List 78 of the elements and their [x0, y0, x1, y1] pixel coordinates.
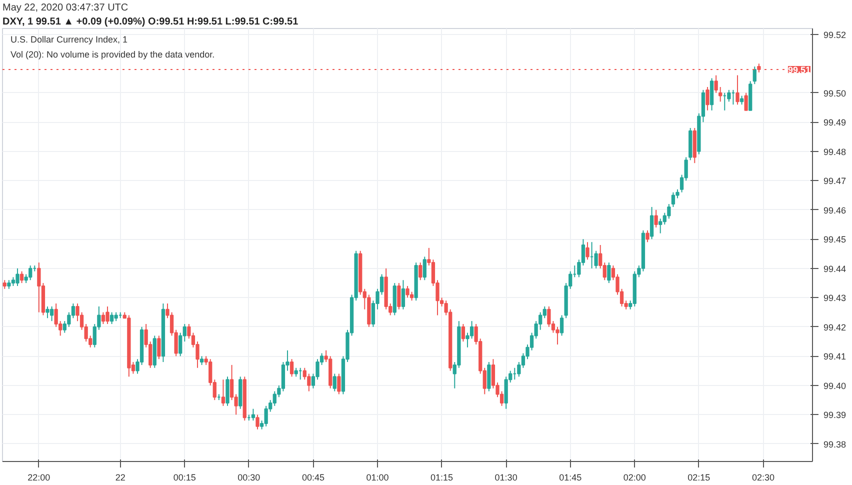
y-tick-label: 99.46	[824, 205, 846, 216]
y-tick-label: 99.44	[824, 264, 846, 274]
x-tick-label: 01:15	[430, 472, 454, 482]
candlestick	[714, 74, 718, 94]
annotation: Vol (20): No volume is provided by the data vendor.	[10, 50, 215, 60]
candlestick	[54, 303, 58, 328]
candlestick	[671, 192, 676, 208]
candlestick	[560, 314, 564, 336]
x-tick-label: 01:30	[494, 472, 518, 482]
candlestick	[264, 405, 268, 427]
candlestick	[401, 280, 406, 310]
candlestick	[646, 230, 650, 243]
candlestick	[586, 242, 590, 260]
candlestick	[221, 379, 226, 406]
x-tick-label: 00:15	[173, 472, 196, 482]
y-tick-label: 99.50	[824, 88, 846, 98]
y-tick-label: 99.40	[824, 380, 846, 391]
candlestick	[667, 204, 671, 220]
chart-title: DXY, 1 99.51 ▲ +0.09 (+0.09%) O:99.51 H:99.51 L:99.51 C:99.51	[2, 16, 299, 28]
x-tick-label: 22	[115, 472, 126, 482]
y-tick-label: 99.48	[824, 146, 846, 157]
candlestick	[461, 323, 466, 342]
candlestick	[418, 262, 422, 281]
y-tick-label: 99.47	[824, 176, 846, 186]
candlestick	[106, 306, 110, 324]
candlestick	[752, 66, 756, 85]
candlestick	[50, 306, 54, 322]
x-tick-label: 02:15	[688, 472, 710, 482]
candlestick	[736, 74, 740, 106]
y-tick-label: 99.45	[824, 234, 846, 245]
candlestick	[37, 262, 41, 313]
x-tick-label: 22:00	[28, 472, 50, 482]
ref-line-label: 99.51	[788, 64, 811, 75]
candlestick	[556, 326, 560, 345]
candlestick	[744, 92, 748, 111]
candlestick	[337, 373, 341, 395]
candlestick	[281, 362, 286, 392]
candlestick	[397, 282, 401, 310]
candlestick	[470, 320, 474, 340]
candlestick	[20, 270, 24, 284]
candlestick	[226, 376, 230, 406]
candlestick	[654, 209, 658, 228]
candlestick	[607, 262, 611, 284]
candlestick	[101, 312, 106, 324]
candlestick	[422, 256, 426, 281]
y-tick-label: 99.43	[824, 293, 846, 304]
candlestick	[110, 312, 114, 324]
candlestick	[332, 373, 336, 392]
x-tick-label: 02:00	[623, 472, 646, 482]
y-tick-label: 99.38	[824, 439, 846, 450]
x-tick-label: 00:45	[302, 472, 324, 482]
x-tick-label: 00:30	[238, 472, 260, 482]
text: May 22, 2020 03:47:37 UTC	[2, 2, 128, 14]
candlestick	[256, 414, 260, 430]
text: U.S. Dollar Currency Index, 1	[10, 34, 128, 44]
candlestick	[650, 206, 654, 240]
candlestick	[307, 373, 311, 392]
y-tick-label: 99.39	[824, 410, 846, 420]
candlestick	[727, 89, 731, 102]
y-tick-label: 99.42	[824, 322, 846, 332]
y-tick-label: 99.49	[824, 118, 846, 128]
candlestick	[658, 218, 662, 234]
candlestick	[16, 268, 20, 286]
x-tick-label: 01:45	[559, 472, 582, 482]
candlestick	[251, 408, 256, 422]
candlestick	[487, 362, 491, 392]
y-tick-label: 99.52	[824, 30, 846, 40]
candlestick	[504, 376, 508, 410]
candlestick	[710, 78, 714, 111]
candlestick	[46, 306, 50, 319]
candlestick	[718, 86, 722, 102]
candlestick	[290, 358, 294, 378]
x-tick-label: 02:30	[752, 472, 774, 482]
x-tick-label: 01:00	[366, 472, 389, 482]
candlestick	[157, 335, 161, 360]
candlestick	[406, 285, 410, 298]
y-tick-label: 99.41	[824, 352, 846, 362]
candlestick	[706, 86, 710, 111]
